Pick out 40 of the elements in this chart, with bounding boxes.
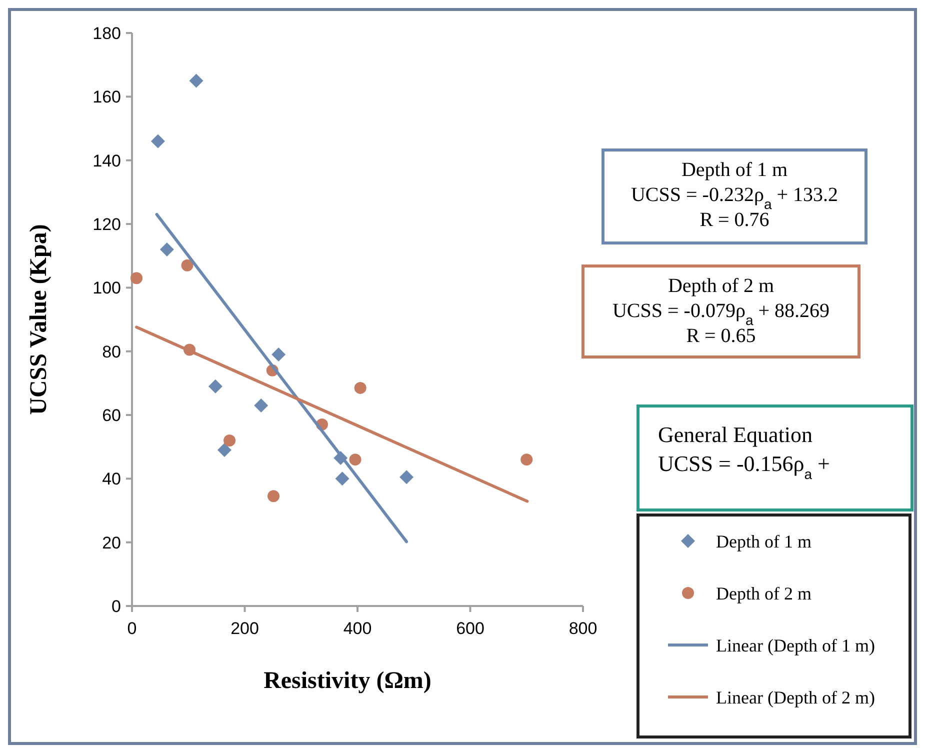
x-tick-label: 0 [127, 619, 137, 638]
point [254, 398, 268, 412]
point [130, 272, 143, 284]
point [217, 443, 232, 458]
y-tick-label: 140 [92, 151, 121, 170]
y-tick-label: 100 [92, 278, 121, 298]
x-tick-label: 400 [343, 619, 372, 638]
y-tick-label: 120 [92, 214, 121, 234]
legend-label: Linear (Depth of 1 m) [716, 635, 875, 656]
legend-label: Depth of 2 m [716, 583, 812, 604]
y-axis-title: UCSS Value (Kpa) [26, 224, 52, 415]
point [272, 348, 286, 362]
y-tick-label: 0 [112, 596, 121, 616]
point [189, 74, 204, 88]
x-tick-label: 800 [568, 619, 598, 638]
point [335, 472, 350, 486]
point [208, 379, 222, 394]
point [268, 490, 280, 502]
y-tick-label: 160 [92, 88, 121, 107]
x-axis-title: Resistivity (Ωm) [264, 668, 432, 694]
legend-label: Depth of 1 m [716, 531, 812, 552]
legend-label: Linear (Depth of 2 m) [716, 687, 875, 708]
y-tick-label: 180 [92, 24, 121, 43]
point [349, 454, 362, 466]
point [520, 454, 533, 466]
point [224, 434, 236, 446]
y-tick-label: 40 [102, 470, 121, 489]
point [181, 259, 194, 272]
x-tick-label: 600 [456, 619, 484, 638]
text: Depth of 1 m UCSS = -0.232ρ$_{a}$ + 133.2 R = 0.76 [630, 159, 838, 231]
point [150, 134, 165, 148]
y-tick-label: 60 [102, 406, 121, 425]
text: General Equation UCSS = -0.156ρ$_{a}$ + [658, 422, 830, 482]
point [160, 242, 174, 256]
point [354, 382, 366, 394]
text: Depth of 2 m UCSS = -0.079ρ$_{a}$ + 88.269 R = 0.65 [612, 275, 830, 347]
y-tick-label: 20 [102, 533, 121, 552]
x-tick-label: 200 [230, 619, 259, 638]
point [400, 470, 414, 484]
y-tick-label: 80 [102, 342, 121, 362]
